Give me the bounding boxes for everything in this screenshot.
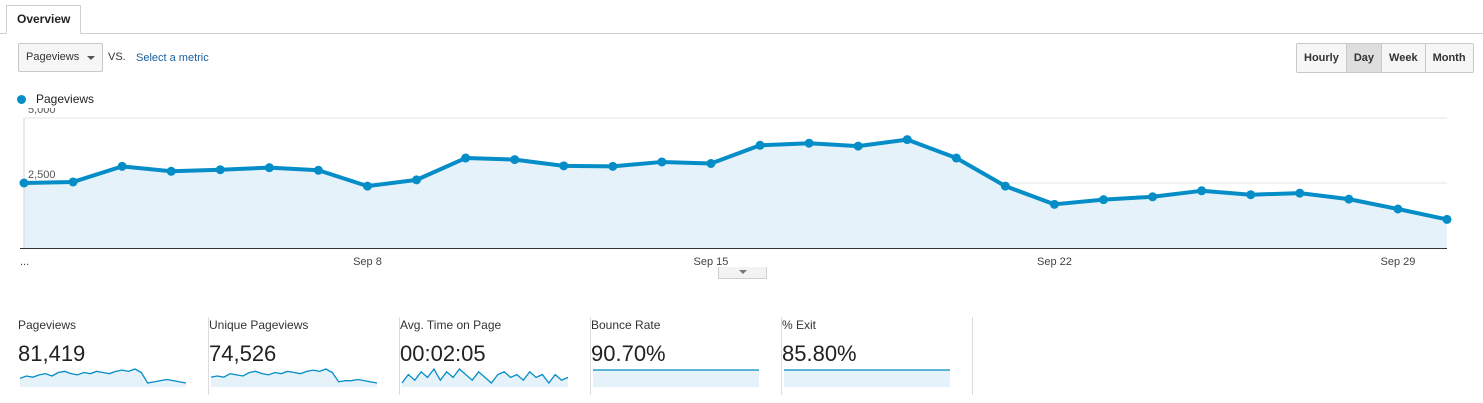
- data-point: [1442, 214, 1452, 224]
- scorecard-label: Pageviews: [18, 318, 77, 332]
- sparkline: [210, 368, 378, 387]
- metric-select-value: Pageviews: [26, 51, 80, 63]
- data-point: [313, 165, 323, 175]
- data-point: [1246, 190, 1256, 200]
- metric-select[interactable]: Pageviews: [18, 43, 103, 72]
- data-point: [1148, 192, 1158, 202]
- scorecard-bounce-rate[interactable]: Bounce Rate 90.70%: [591, 317, 782, 395]
- chevron-down-icon: [87, 56, 95, 60]
- chart-expand-handle[interactable]: [718, 267, 767, 279]
- x-tick-label: Sep 29: [1380, 256, 1415, 268]
- x-tick-label: Sep 8: [353, 256, 382, 268]
- day-button[interactable]: Day: [1345, 44, 1382, 72]
- data-point: [362, 181, 372, 191]
- data-point: [1049, 199, 1059, 209]
- week-button[interactable]: Week: [1381, 44, 1425, 72]
- data-point: [1197, 186, 1207, 196]
- data-point: [902, 135, 912, 145]
- data-point: [264, 163, 274, 173]
- sparkline: [19, 368, 187, 387]
- series-line-pageviews: [23, 137, 1448, 222]
- data-point: [19, 178, 29, 188]
- sparkline-area: [784, 370, 950, 387]
- data-point: [1393, 204, 1403, 214]
- scorecard-avg-time-on-page[interactable]: Avg. Time on Page 00:02:05: [400, 317, 591, 395]
- data-point: [1000, 181, 1010, 191]
- sparkline-line: [401, 367, 569, 385]
- y-tick-label: 2,500: [28, 169, 56, 181]
- data-point: [117, 161, 127, 171]
- data-point: [510, 155, 520, 165]
- scorecard-label: % Exit: [782, 318, 817, 332]
- data-point: [559, 161, 569, 171]
- y-tick-label: 5,000: [28, 108, 56, 116]
- scorecard-label: Avg. Time on Page: [400, 318, 502, 332]
- hourly-button[interactable]: Hourly: [1297, 44, 1346, 72]
- scorecard-label: Unique Pageviews: [209, 318, 309, 332]
- legend-dot-icon: [17, 94, 26, 104]
- scorecard-value: 74,526: [209, 341, 277, 366]
- chevron-down-icon: [739, 270, 747, 274]
- data-point: [755, 140, 765, 150]
- tab-bar: Overview: [0, 0, 1483, 34]
- data-point: [166, 166, 176, 176]
- data-point: [706, 159, 716, 168]
- data-point: [853, 141, 863, 151]
- scorecard-label: Bounce Rate: [591, 318, 661, 332]
- select-metric-link[interactable]: Select a metric: [136, 52, 209, 64]
- scorecard-value: 85.80%: [782, 341, 857, 366]
- pageviews-chart: 2,500 5,000... Sep 8 Sep 15 Sep 22 Sep 29: [19, 108, 1452, 268]
- series-area: [24, 139, 1447, 248]
- x-tick-label: ...: [20, 256, 29, 268]
- data-point: [804, 138, 814, 148]
- sparkline-line: [19, 368, 187, 384]
- data-point: [68, 177, 78, 187]
- data-point: [461, 153, 471, 163]
- sparkline-line: [210, 368, 378, 384]
- sparkline: [401, 367, 569, 387]
- sparkline-area: [211, 369, 377, 387]
- month-button[interactable]: Month: [1424, 44, 1473, 72]
- data-point: [608, 161, 618, 171]
- chart-legend: Pageviews: [17, 92, 94, 106]
- data-point: [412, 175, 422, 185]
- scorecard-exit[interactable]: % Exit 85.80%: [782, 317, 973, 395]
- data-point: [657, 157, 667, 167]
- sparkline: [593, 369, 759, 387]
- data-point: [1344, 194, 1354, 204]
- data-point: [951, 153, 961, 163]
- vs-label: VS.: [108, 51, 126, 63]
- data-point: [1099, 195, 1109, 205]
- sparkline-area: [20, 369, 186, 387]
- x-tick-label: Sep 15: [694, 256, 729, 268]
- scorecard-pageviews[interactable]: Pageviews 81,419: [18, 317, 209, 395]
- scorecard-value: 00:02:05: [400, 341, 486, 366]
- sparkline-area: [593, 370, 759, 387]
- scorecard-unique-pageviews[interactable]: Unique Pageviews 74,526: [209, 317, 400, 395]
- x-tick-label: Sep 22: [1037, 256, 1072, 268]
- scorecard-value: 90.70%: [591, 341, 666, 366]
- data-point: [1295, 188, 1305, 198]
- data-point: [215, 165, 225, 175]
- tab-overview[interactable]: Overview: [6, 5, 82, 34]
- granularity-toggle: Hourly Day Week Month: [1296, 43, 1474, 73]
- sparkline: [784, 369, 950, 387]
- legend-label: Pageviews: [36, 92, 95, 106]
- scorecard-value: 81,419: [18, 341, 86, 366]
